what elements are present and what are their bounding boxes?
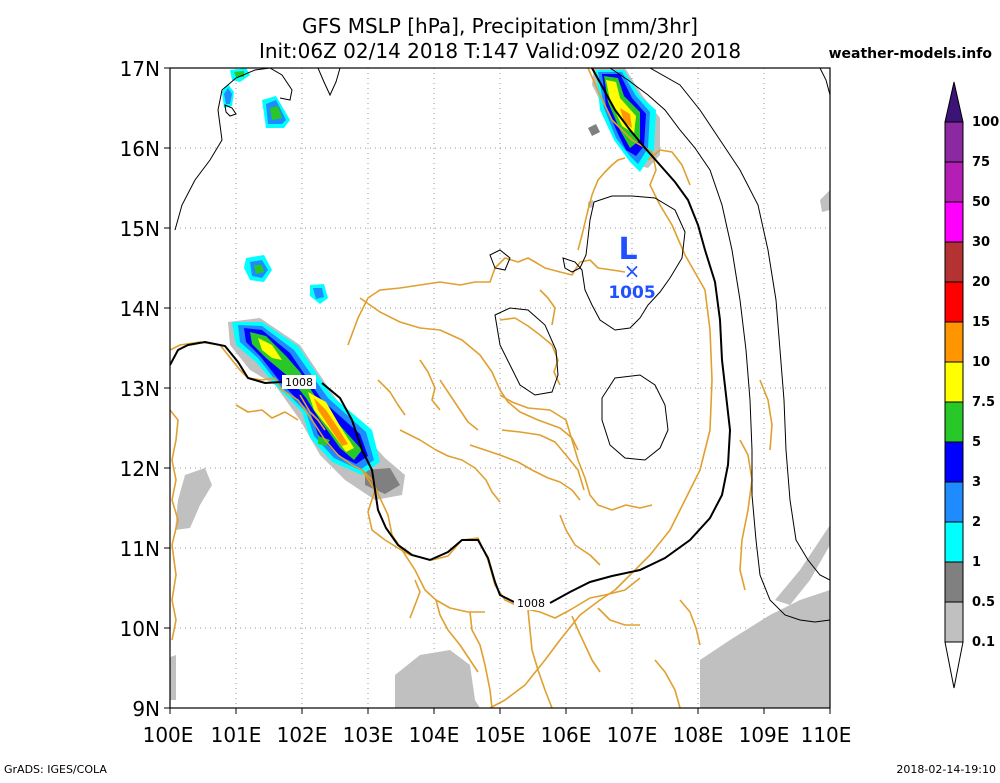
title-line-1: GFS MSLP [hPa], Precipitation [mm/3hr]	[302, 14, 698, 38]
colorbar-swatch	[944, 201, 964, 243]
colorbar-swatch	[944, 481, 964, 523]
isobar-label-south: 1008	[517, 597, 545, 610]
lat-labels: 17N 16N 15N 14N 13N 12N 11N 10N 9N	[120, 57, 160, 721]
colorbar-swatch	[944, 161, 964, 203]
footer-right: 2018-02-14-19:10	[896, 763, 996, 776]
colorbar-label: 0.1	[972, 635, 995, 650]
lat-label: 12N	[120, 457, 160, 481]
colorbar-label: 100	[972, 115, 999, 130]
lon-labels: 100E 101E 102E 103E 104E 105E 106E 107E …	[143, 723, 852, 747]
lat-label: 15N	[120, 217, 160, 241]
lat-label: 17N	[120, 57, 160, 81]
colorbar-label: 2	[972, 515, 981, 530]
colorbar-swatch	[944, 121, 964, 163]
lat-label: 11N	[120, 537, 160, 561]
colorbar-bottom-arrow	[944, 641, 964, 689]
lon-label: 103E	[343, 723, 394, 747]
low-pressure-center: L × 1005	[608, 232, 655, 303]
lon-label: 101E	[211, 723, 262, 747]
colorbar-swatch	[944, 401, 964, 443]
lat-label: 14N	[120, 297, 160, 321]
lon-label: 102E	[277, 723, 328, 747]
lat-label: 10N	[120, 617, 160, 641]
colorbar-swatch	[944, 441, 964, 483]
lon-label: 104E	[409, 723, 460, 747]
colorbar-swatch	[944, 361, 964, 403]
colorbar-swatch	[944, 321, 964, 363]
colorbar-label: 3	[972, 475, 981, 490]
isobar-label-west: 1008	[285, 376, 313, 389]
lon-label: 107E	[607, 723, 658, 747]
colorbar-swatch	[944, 241, 964, 283]
colorbar-label: 0.5	[972, 595, 995, 610]
precip-colorbar	[944, 81, 964, 689]
isobars	[170, 68, 830, 623]
colorbar-swatch	[944, 281, 964, 323]
lon-label: 110E	[801, 723, 852, 747]
lon-label: 100E	[143, 723, 194, 747]
colorbar-label: 30	[972, 235, 990, 250]
lon-label: 109E	[739, 723, 790, 747]
low-value: 1005	[608, 283, 655, 303]
gridlines	[170, 68, 830, 708]
colorbar-label: 20	[972, 275, 990, 290]
lon-label: 108E	[673, 723, 724, 747]
colorbar-label: 7.5	[972, 395, 995, 410]
low-marker: ×	[624, 259, 641, 283]
colorbar-label: 75	[972, 155, 990, 170]
lon-label: 105E	[475, 723, 526, 747]
axis-ticks	[164, 67, 831, 714]
colorbar-swatch	[944, 561, 964, 603]
lat-label: 16N	[120, 137, 160, 161]
colorbar-label: 5	[972, 435, 981, 450]
precip-band-west	[228, 318, 405, 500]
lat-label: 13N	[120, 377, 160, 401]
colorbar-label: 10	[972, 355, 990, 370]
footer-left: GrADS: IGES/COLA	[4, 763, 107, 776]
low-symbol: L	[618, 232, 637, 267]
colorbar-swatch	[944, 521, 964, 563]
colorbar-labels: 100 75 50 30 20 15 10 7.5 5 3 2 1 0.5 0.…	[972, 115, 999, 650]
colorbar-label: 1	[972, 555, 981, 570]
lon-label: 106E	[541, 723, 592, 747]
title-line-2: Init:06Z 02/14 2018 T:147 Valid:09Z 02/2…	[259, 39, 741, 63]
colorbar-label: 15	[972, 315, 990, 330]
lat-label: 9N	[132, 697, 160, 721]
colorbar-swatch	[944, 601, 964, 643]
colorbar-top-arrow	[944, 81, 964, 123]
colorbar-label: 50	[972, 195, 990, 210]
site-label: weather-models.info	[829, 46, 993, 62]
